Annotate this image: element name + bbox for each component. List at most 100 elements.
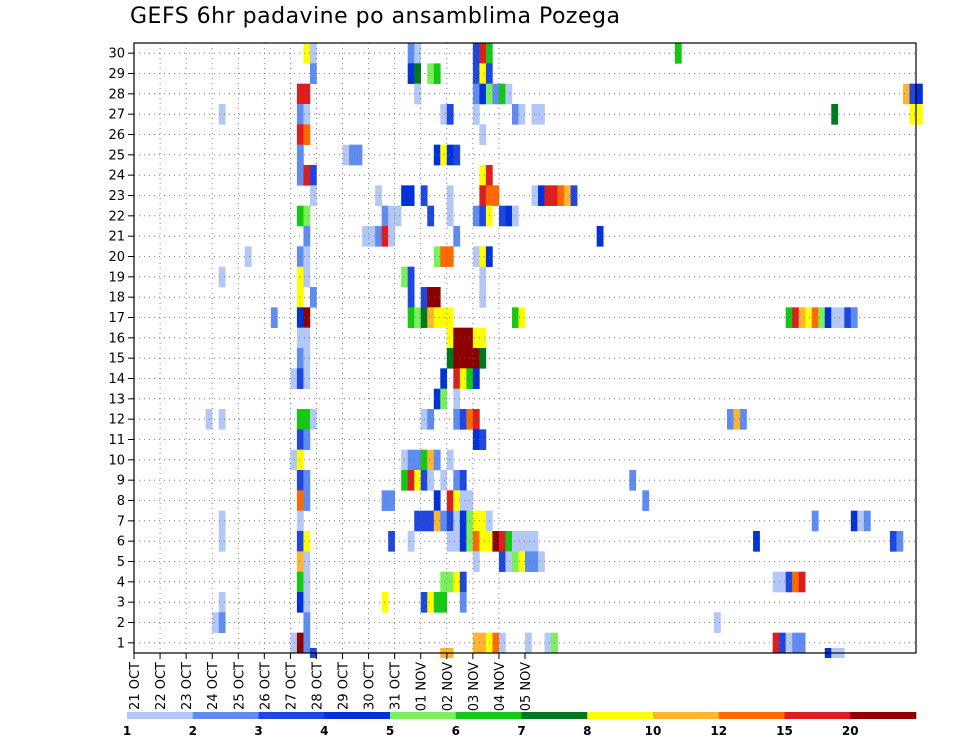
- heat-cell: [459, 327, 467, 349]
- heat-cell: [479, 531, 487, 552]
- heat-cell: [375, 185, 382, 206]
- heat-cell: [902, 83, 910, 105]
- legend-label: 15: [776, 724, 793, 738]
- heat-cell: [303, 348, 311, 369]
- heat-cell: [472, 327, 480, 349]
- heat-cell: [440, 307, 448, 328]
- heat-cell: [368, 226, 376, 247]
- heat-cell: [290, 449, 298, 471]
- heat-cell: [433, 510, 441, 532]
- heat-cell: [498, 83, 506, 105]
- heat-cell: [296, 571, 304, 593]
- heat-cell: [753, 531, 760, 552]
- heat-cell: [472, 632, 480, 654]
- heat-cell: [296, 551, 304, 572]
- heat-cell: [303, 592, 311, 613]
- legend-swatch: [850, 712, 917, 719]
- heat-cell: [798, 307, 806, 328]
- heat-cell: [440, 510, 448, 532]
- legend-swatch: [390, 712, 457, 719]
- heat-cell: [453, 226, 461, 247]
- heat-cell: [518, 551, 526, 572]
- heat-cell: [303, 226, 311, 247]
- x-tick-label: 05 NOV: [519, 662, 534, 711]
- heat-cell: [303, 531, 311, 552]
- heat-cell: [472, 246, 480, 267]
- x-tick-label: 26 OCT: [258, 662, 273, 710]
- heat-cell: [740, 409, 747, 430]
- y-axis-ticks: 1234567891011121314151617181920212223242…: [108, 47, 134, 651]
- heat-cell: [303, 246, 311, 267]
- heat-cell: [505, 551, 513, 572]
- heat-cell: [557, 185, 565, 206]
- chart-title: GEFS 6hr padavine po ansamblima Pozega: [130, 4, 621, 29]
- heat-cell: [296, 307, 304, 328]
- heat-cell: [453, 490, 461, 511]
- legend-swatch: [258, 712, 325, 719]
- heat-cell: [811, 307, 819, 328]
- heat-cell: [498, 205, 506, 227]
- y-tick-label: 6: [117, 535, 125, 550]
- heat-cell: [388, 531, 395, 552]
- legend-swatch: [784, 712, 851, 719]
- heat-cell: [381, 490, 389, 511]
- legend-label: 2: [189, 724, 197, 738]
- heat-cell: [453, 368, 461, 389]
- legend-label: 5: [386, 724, 394, 738]
- y-tick-label: 9: [117, 474, 125, 489]
- heat-cell: [414, 470, 422, 491]
- heat-cell: [427, 409, 435, 430]
- legend-swatch: [127, 712, 194, 719]
- y-tick-label: 27: [108, 108, 125, 123]
- heat-cell: [772, 571, 780, 593]
- y-tick-label: 4: [117, 575, 125, 590]
- heat-cell: [446, 449, 454, 471]
- cells-layer: [205, 43, 923, 658]
- heat-cell: [492, 185, 500, 206]
- heat-cell: [498, 531, 506, 552]
- heat-cell: [303, 551, 311, 572]
- heat-cell: [414, 307, 422, 328]
- heat-cell: [472, 368, 480, 389]
- heat-cell: [433, 307, 441, 328]
- heat-cell: [479, 287, 487, 308]
- y-tick-label: 17: [108, 311, 125, 326]
- heat-cell: [472, 63, 480, 84]
- heat-cell: [446, 531, 454, 552]
- heat-cell: [296, 165, 304, 186]
- heat-cell: [427, 510, 435, 532]
- heat-cell: [309, 165, 317, 186]
- x-tick-label: 29 OCT: [337, 662, 352, 710]
- heat-cell: [798, 632, 806, 654]
- heat-cell: [596, 226, 604, 247]
- heat-cell: [290, 632, 298, 654]
- legend-label: 6: [452, 724, 460, 738]
- heat-cell: [472, 43, 480, 64]
- y-tick-label: 24: [108, 169, 125, 184]
- heat-cell: [446, 144, 454, 166]
- heat-cell: [446, 510, 454, 532]
- heat-cell: [407, 266, 415, 288]
- heat-cell: [472, 510, 480, 532]
- heat-cell: [440, 246, 448, 267]
- heat-cell: [459, 409, 467, 430]
- heat-cell: [459, 531, 467, 552]
- heat-cell: [414, 449, 422, 471]
- legend-label: 4: [320, 724, 328, 738]
- heat-cell: [296, 632, 304, 654]
- heat-cell: [472, 429, 480, 450]
- heat-cell: [916, 104, 923, 125]
- heat-cell: [453, 327, 461, 349]
- heat-cell: [505, 83, 513, 105]
- heat-cell: [511, 307, 519, 328]
- heat-cell: [427, 470, 435, 491]
- heat-cell: [427, 63, 435, 84]
- heat-cell: [296, 510, 304, 532]
- heat-cell: [296, 409, 304, 430]
- heat-cell: [407, 185, 415, 206]
- y-tick-label: 25: [108, 148, 125, 163]
- x-tick-label: 30 OCT: [363, 662, 378, 710]
- heat-cell: [544, 632, 552, 654]
- y-tick-label: 23: [108, 189, 125, 204]
